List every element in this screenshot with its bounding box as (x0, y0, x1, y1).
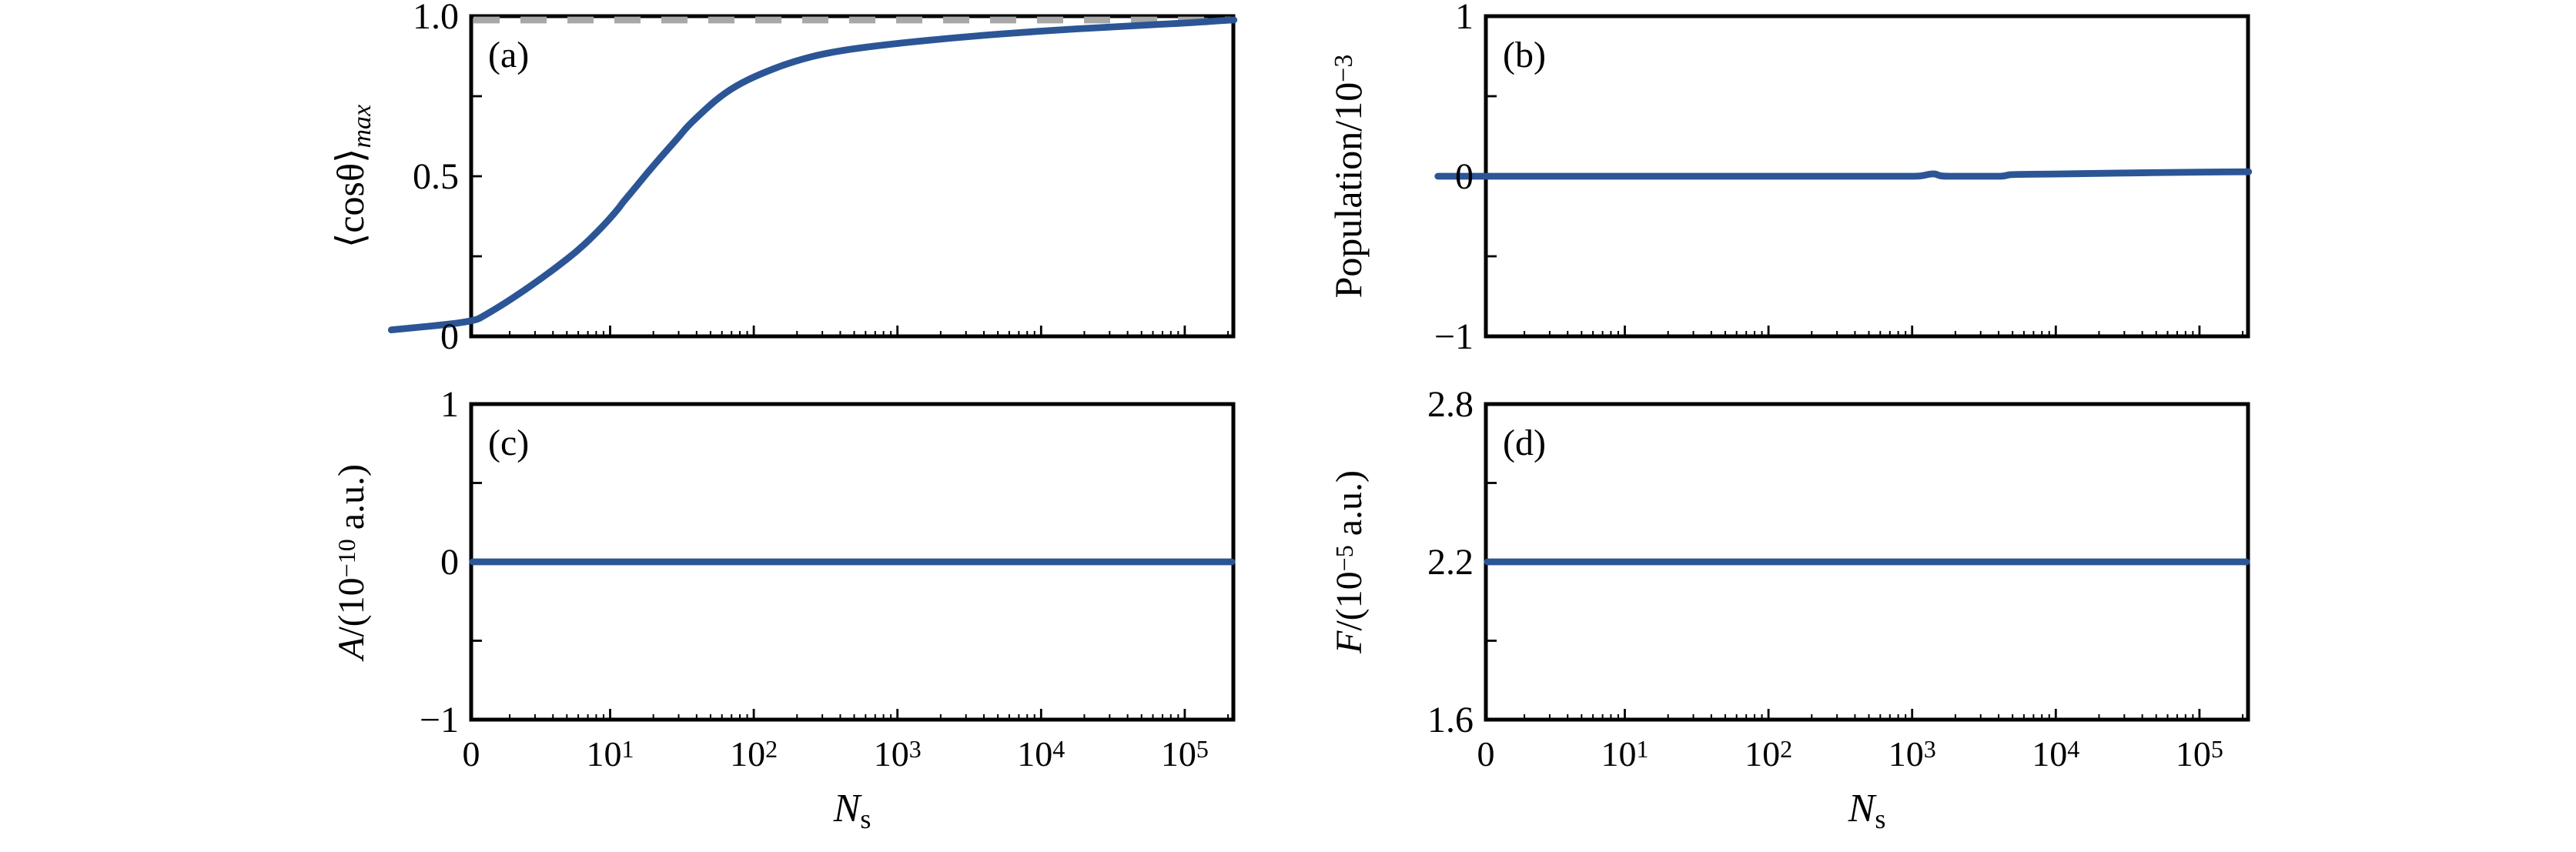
svg-text:1.6: 1.6 (1427, 700, 1474, 740)
svg-text:2.8: 2.8 (1427, 384, 1474, 425)
svg-text:−1: −1 (1434, 316, 1474, 357)
svg-text:0: 0 (440, 542, 459, 583)
svg-text:(a): (a) (488, 35, 529, 75)
svg-text:2.2: 2.2 (1427, 542, 1474, 583)
svg-text:1.0: 1.0 (413, 0, 459, 37)
svg-text:0: 0 (463, 734, 480, 773)
svg-text:−1: −1 (420, 700, 459, 740)
svg-text:1: 1 (440, 384, 459, 425)
svg-text:0: 0 (440, 316, 459, 357)
svg-text:Population/10−3: Population/10−3 (1326, 55, 1370, 299)
svg-text:(b): (b) (1503, 35, 1546, 75)
svg-text:1: 1 (1455, 0, 1474, 37)
svg-text:(d): (d) (1503, 423, 1546, 463)
svg-text:0: 0 (1455, 156, 1474, 197)
svg-text:(c): (c) (488, 423, 529, 463)
svg-text:0.5: 0.5 (413, 156, 459, 197)
svg-text:0: 0 (1477, 734, 1495, 773)
